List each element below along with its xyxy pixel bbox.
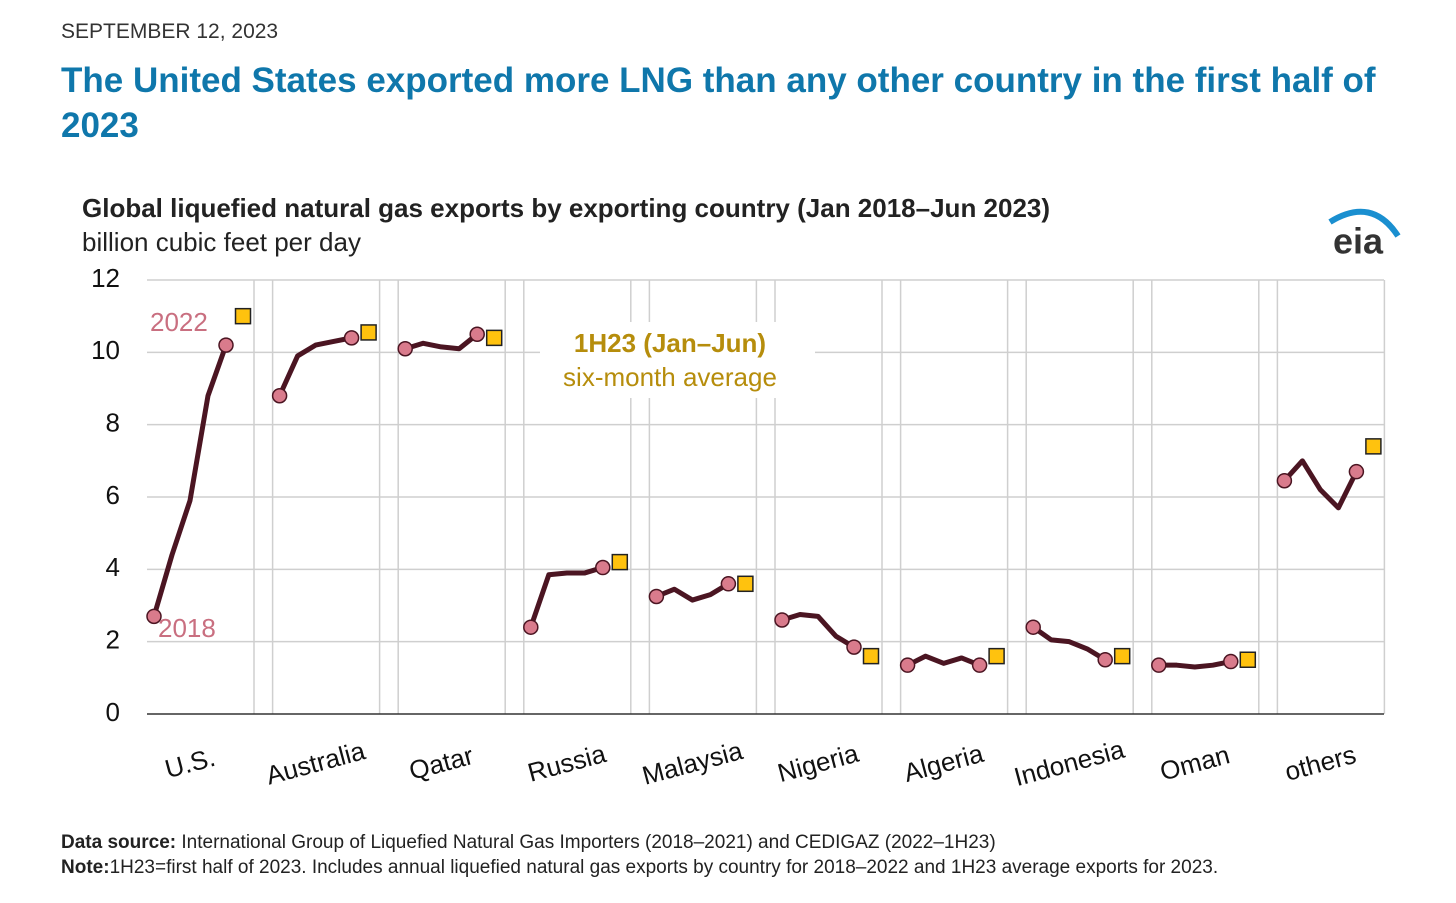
y-tick-label: 2 [106, 625, 120, 655]
source-text: International Group of Liquefied Natural… [176, 832, 996, 853]
point-marker [971, 657, 988, 673]
x-tick-label: Australia [263, 735, 369, 790]
point-marker [343, 330, 360, 346]
y-tick-label: 6 [106, 480, 120, 510]
series-line [906, 653, 981, 668]
point-marker [1151, 657, 1167, 673]
point-marker [271, 387, 288, 404]
x-tick-label: U.S. [162, 742, 219, 784]
logo: eia [1333, 221, 1384, 262]
point-marker [1097, 652, 1113, 668]
point-marker [846, 639, 862, 655]
point-marker [1348, 463, 1365, 480]
h1-2023-marker [611, 553, 629, 571]
x-tick-label: Oman [1157, 739, 1233, 786]
series-line [528, 565, 604, 629]
annotation-start-year: 2018 [158, 613, 216, 643]
h1-2023-marker [1113, 647, 1131, 665]
series-line [151, 344, 229, 618]
h1-2023-marker [360, 324, 377, 341]
y-tick-label: 8 [106, 408, 120, 438]
h1-2023-marker [737, 575, 754, 593]
x-tick-label: others [1282, 739, 1360, 787]
h1-2023-marker [988, 647, 1005, 665]
series-line [404, 332, 479, 352]
x-tick-label: Nigeria [774, 738, 862, 788]
series-line [1031, 625, 1107, 662]
note-label: Note: [61, 857, 110, 878]
note-text: 1H23=first half of 2023. Includes annual… [110, 857, 1219, 878]
annotation-box [540, 322, 815, 398]
series-line [781, 612, 856, 650]
h1-2023-marker [1365, 438, 1382, 455]
x-tick-label: Qatar [406, 740, 477, 786]
h1-2023-marker [485, 329, 503, 347]
y-tick-label: 12 [91, 263, 120, 293]
annotation-title: 1H23 (Jan–Jun) [574, 328, 766, 358]
h1-2023-marker [1239, 651, 1257, 668]
h1-2023-marker [234, 307, 252, 325]
point-marker [774, 612, 790, 628]
point-marker [469, 326, 485, 342]
point-marker [218, 337, 234, 353]
chart-subtitle: billion cubic feet per day [82, 227, 361, 257]
y-tick-label: 4 [106, 552, 120, 582]
note: Note:1H23=first half of 2023. Includes a… [61, 857, 1218, 878]
point-marker [523, 619, 539, 635]
logo-arc [1328, 208, 1401, 238]
annotation-end-year: 2022 [150, 307, 208, 337]
point-marker [595, 559, 611, 576]
point-marker [720, 576, 737, 592]
point-marker [899, 657, 916, 673]
date: SEPTEMBER 12, 2023 [61, 20, 279, 43]
point-marker [1223, 653, 1239, 670]
point-marker [397, 340, 413, 357]
series-line [1158, 659, 1232, 670]
chart-title: Global liquefied natural gas exports by … [82, 193, 1050, 223]
h1-2023-marker [862, 647, 880, 665]
series-line [655, 581, 730, 603]
x-tick-label: Algeria [901, 738, 987, 788]
source-label: Data source: [61, 832, 176, 853]
annotation-text: six-month average [563, 362, 777, 392]
series-line [1282, 458, 1359, 511]
headline: The United States exported more LNG than… [61, 61, 1376, 145]
series-line [277, 335, 353, 397]
y-tick-label: 10 [91, 335, 120, 365]
point-marker [1276, 472, 1293, 489]
y-tick-label: 0 [106, 697, 120, 727]
x-tick-label: Russia [524, 738, 609, 788]
x-tick-label: Malaysia [639, 735, 746, 791]
point-marker [146, 608, 162, 625]
point-marker [648, 588, 665, 605]
plot: 0 2 4 6 8 10 12 1H23 (Jan–Jun) six-month average… [91, 263, 1386, 792]
x-tick-label: Indonesia [1011, 734, 1128, 792]
point-marker [1025, 619, 1041, 635]
source: Data source: International Group of Liqu… [61, 832, 996, 853]
